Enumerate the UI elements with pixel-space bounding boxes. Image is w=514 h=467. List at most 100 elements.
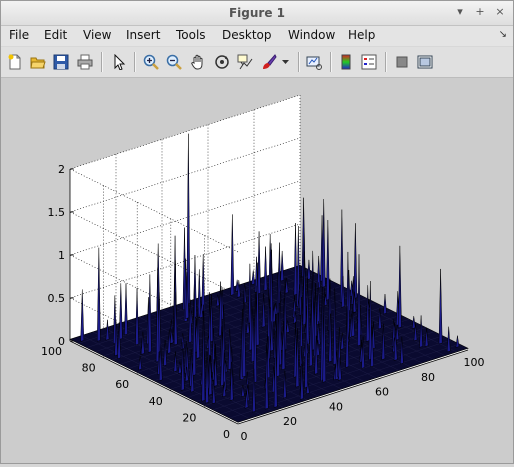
zoom-out-icon[interactable]	[164, 52, 184, 72]
surface-spike	[314, 335, 319, 375]
surface-spike	[419, 315, 423, 348]
surface-spike	[257, 231, 261, 295]
edit-plot-icon[interactable]	[109, 52, 129, 72]
surface-spike	[332, 288, 337, 366]
surface-spike	[201, 311, 206, 402]
surface-spike	[340, 332, 345, 350]
surface-spike	[240, 385, 245, 398]
x-tick-label: 0	[241, 430, 248, 443]
y-tick-label: 40	[149, 395, 163, 408]
legend-icon[interactable]	[359, 52, 379, 72]
surface-spike	[316, 339, 320, 357]
surface-spike	[395, 324, 400, 341]
x-tick-label: 80	[421, 371, 435, 384]
data-cursor-icon[interactable]	[235, 52, 255, 72]
surface-spike	[282, 370, 287, 399]
surface-spike	[80, 289, 85, 342]
surface-spike	[353, 223, 358, 300]
surface-spike	[269, 321, 274, 352]
window-title: Figure 1	[228, 6, 286, 20]
menu-tools[interactable]: Tools	[176, 28, 206, 42]
open-file-icon[interactable]	[28, 52, 48, 72]
surface-spike	[114, 321, 119, 357]
surface-spike	[220, 332, 225, 387]
menu-desktop[interactable]: Desktop	[222, 28, 272, 42]
surface-spike	[280, 250, 285, 282]
surface-spike	[147, 274, 152, 353]
maximize-button[interactable]: +	[475, 5, 485, 18]
rotate-3d-icon[interactable]	[212, 52, 232, 72]
surface-spike	[255, 262, 260, 347]
z-tick-label: 0.5	[48, 292, 66, 305]
title-bar: Figure 1 ▾ + ×	[1, 1, 513, 26]
surface-spike	[295, 328, 300, 388]
surface-spike	[185, 272, 190, 320]
surface-spike	[368, 281, 373, 361]
new-figure-icon[interactable]	[5, 52, 25, 72]
surface-spike	[305, 381, 310, 395]
menu-insert[interactable]: Insert	[126, 28, 161, 42]
zoom-in-icon[interactable]	[141, 52, 161, 72]
surface-spike	[281, 321, 286, 371]
figure-canvas: 0 0.5 1 1.5 2 0 20 40 60 80 100 0 20 40 60 80 100	[1, 78, 513, 463]
menu-file[interactable]: File	[9, 28, 30, 42]
surface-spike	[253, 292, 258, 384]
surface-spike	[169, 328, 174, 344]
surface-spike	[328, 313, 333, 363]
surface-spike	[158, 344, 163, 382]
surface-spike	[218, 281, 223, 337]
axis-base	[69, 340, 469, 425]
surface-spike	[118, 283, 123, 340]
surface-spike	[215, 294, 220, 307]
surface-spike	[264, 343, 269, 410]
surface-spike	[352, 291, 357, 314]
surface-spike	[302, 251, 307, 326]
surface-spike	[188, 299, 193, 344]
x-tick-label: 40	[329, 400, 343, 413]
close-button[interactable]: ×	[495, 5, 505, 18]
pan-icon[interactable]	[188, 52, 208, 72]
brush-icon[interactable]	[259, 52, 279, 72]
x-tick-label: 20	[283, 415, 297, 428]
dock-arrow-icon[interactable]: ↘	[498, 29, 507, 40]
z-tick-label: 1	[58, 249, 65, 262]
surface-spike	[252, 368, 256, 413]
surface-spike	[383, 294, 387, 315]
surface-spike	[263, 246, 268, 292]
link-plot-icon[interactable]	[304, 52, 324, 72]
surface-spike	[293, 223, 298, 296]
window-controls: ▾ + ×	[453, 5, 507, 19]
surface-spike	[155, 267, 160, 363]
minimize-button[interactable]: ▾	[457, 5, 463, 18]
show-plot-tools-icon[interactable]	[415, 52, 435, 72]
surface-spike	[272, 304, 277, 323]
y-tick-label: 100	[41, 345, 62, 358]
grid-line	[69, 137, 301, 296]
surface-spike	[325, 220, 330, 301]
surface-spike	[316, 255, 321, 289]
surface-spike	[199, 303, 204, 319]
menu-help[interactable]: Help	[348, 28, 376, 42]
menu-edit[interactable]: Edit	[44, 28, 68, 42]
surface-spike	[197, 269, 202, 319]
surface-spike	[167, 329, 172, 354]
surface-spike	[377, 308, 382, 330]
colorbar-icon[interactable]	[336, 52, 356, 72]
surface-spike	[334, 351, 339, 381]
save-icon[interactable]	[51, 52, 71, 72]
surface-spike	[357, 254, 361, 347]
menu-window[interactable]: Window	[288, 28, 336, 42]
print-icon[interactable]	[75, 52, 95, 72]
menu-view[interactable]: View	[83, 28, 112, 42]
surface-spike	[140, 331, 145, 355]
x-tick-label: 60	[375, 386, 389, 399]
mesh-line	[265, 276, 434, 360]
hide-plot-tools-icon[interactable]	[392, 52, 412, 72]
surface-spike	[96, 247, 101, 342]
mesh-line	[219, 291, 388, 375]
surface-spike	[208, 355, 213, 396]
brush-dropdown-icon[interactable]	[280, 52, 292, 72]
surface-spike	[285, 320, 290, 334]
y-tick-label: 20	[182, 411, 196, 424]
